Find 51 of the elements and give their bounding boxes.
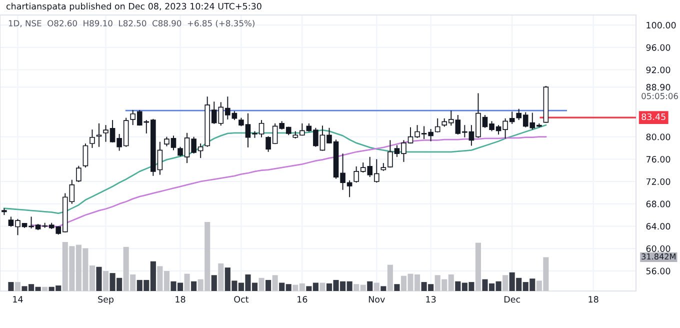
y-tick-label: 80.00 [646, 134, 670, 140]
x-tick-label: Sep [98, 296, 114, 304]
bar [218, 263, 224, 291]
candlestick [434, 118, 440, 133]
bar [103, 270, 109, 291]
candlestick [96, 122, 102, 148]
y-tick-label: 56.00 [646, 268, 670, 274]
y-tick-label: 88.90 [646, 84, 670, 91]
x-tick-label: 13 [426, 296, 436, 303]
text: 1D, NSE O82.60 H89.10 L82.50 C88.90 +6.85 (+8.35%) [8, 20, 254, 28]
bar [266, 280, 272, 291]
bar [502, 275, 508, 291]
ref-line-label: 83.45 [642, 113, 666, 120]
bar [191, 281, 197, 291]
x-tick-label: 16 [298, 296, 308, 303]
bar [42, 286, 48, 291]
y-tick-label: 100.00 [646, 22, 676, 29]
bar [380, 286, 386, 291]
bar [387, 264, 393, 291]
bar [374, 282, 380, 291]
candlestick [90, 129, 95, 148]
line-series [4, 124, 547, 214]
x-tick-label: 18 [176, 296, 186, 303]
bar [211, 275, 217, 291]
y-tick-label: 72.00 [646, 178, 670, 185]
y-tick-label: 76.00 [646, 156, 670, 163]
bar [272, 275, 278, 291]
bar [394, 284, 400, 291]
chart-title: chartianspata published on Dec 08, 2023 10:24 UTC+5:30 [6, 2, 262, 12]
candlestick [82, 143, 88, 168]
x-tick-label: Dec [504, 296, 520, 303]
bar [184, 274, 190, 291]
y-tick-label: 64.00 [646, 223, 670, 230]
text: 31.842M [642, 253, 676, 260]
x-tick-label: Nov [368, 296, 385, 303]
candlestick [76, 165, 82, 183]
bar [258, 278, 264, 291]
x-tick-label: 14 [13, 296, 23, 303]
bar [475, 242, 481, 291]
y-tick-label: 92.00 [646, 66, 670, 74]
text: 05:05:06 [642, 92, 678, 100]
bar [320, 282, 326, 291]
x-tick-label: Oct [234, 296, 249, 303]
bar [14, 282, 21, 291]
x-tick-label: 18 [588, 296, 598, 303]
bar [8, 282, 14, 291]
y-tick-label: 96.00 [646, 44, 670, 51]
bar [367, 281, 373, 291]
bar [96, 266, 102, 291]
y-tick-label: 68.00 [646, 200, 670, 208]
y-tick-label: 60.00 [646, 245, 670, 252]
